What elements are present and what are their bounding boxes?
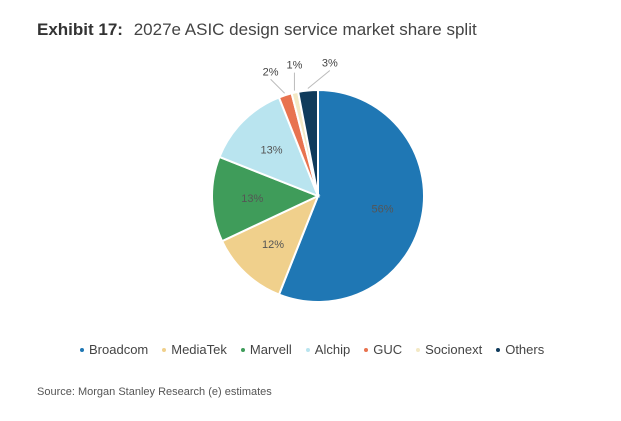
legend-label: Marvell [249,342,292,357]
legend-item-others: Others [496,342,544,357]
slice-label-socionext: 1% [286,60,302,72]
slice-label-guc: 2% [263,66,279,78]
legend-label: Socionext [425,342,483,357]
legend-swatch [305,347,310,352]
slice-broadcom [277,88,425,303]
source-note: Source: Morgan Stanley Research (e) esti… [37,386,272,398]
legend-label: Others [505,342,545,357]
legend-swatch [240,347,245,352]
legend-label: GUC [373,342,403,357]
pie-labels: 56% 12% 13% 13% 2% 1% 3% [241,57,393,250]
slice-alchip [218,96,320,198]
chart-legend: Broadcom MediaTek Marvell Alchip GUC Socionex… [80,342,544,357]
slice-others [296,88,319,197]
chart-title: Exhibit 17: 2027e ASIC design service ma… [37,20,477,40]
legend-item-socionext: Socionext [416,342,482,357]
legend-item-marvell: Marvell [240,342,292,357]
legend-swatch [416,347,421,352]
slice-mediatek [220,194,320,296]
legend-item-broadcom: Broadcom [80,342,148,357]
slice-label-broadcom: 56% [372,203,394,215]
slice-label-mediatek: 12% [262,239,284,251]
legend-swatch [496,347,501,352]
legend-label: MediaTek [171,342,227,357]
legend-swatch [364,347,369,352]
slice-label-marvell: 13% [241,193,263,205]
legend-swatch [80,347,84,352]
leader-line-others [307,70,331,89]
legend-swatch [162,347,167,352]
legend-item-mediatek: MediaTek [162,342,227,357]
chart-subtitle: 2027e ASIC design service market share s… [133,20,477,39]
legend-label: Broadcom [89,342,149,357]
legend-label: Alchip [314,342,351,357]
slice-label-others: 3% [322,57,338,69]
leader-line-guc [270,78,285,94]
slice-marvell [211,155,321,243]
legend-item-guc: GUC [364,342,402,357]
exhibit-number: Exhibit 17: [37,20,123,39]
legend-item-alchip: Alchip [305,342,351,357]
slice-label-alchip: 13% [261,145,283,157]
pie-slices [211,88,425,303]
